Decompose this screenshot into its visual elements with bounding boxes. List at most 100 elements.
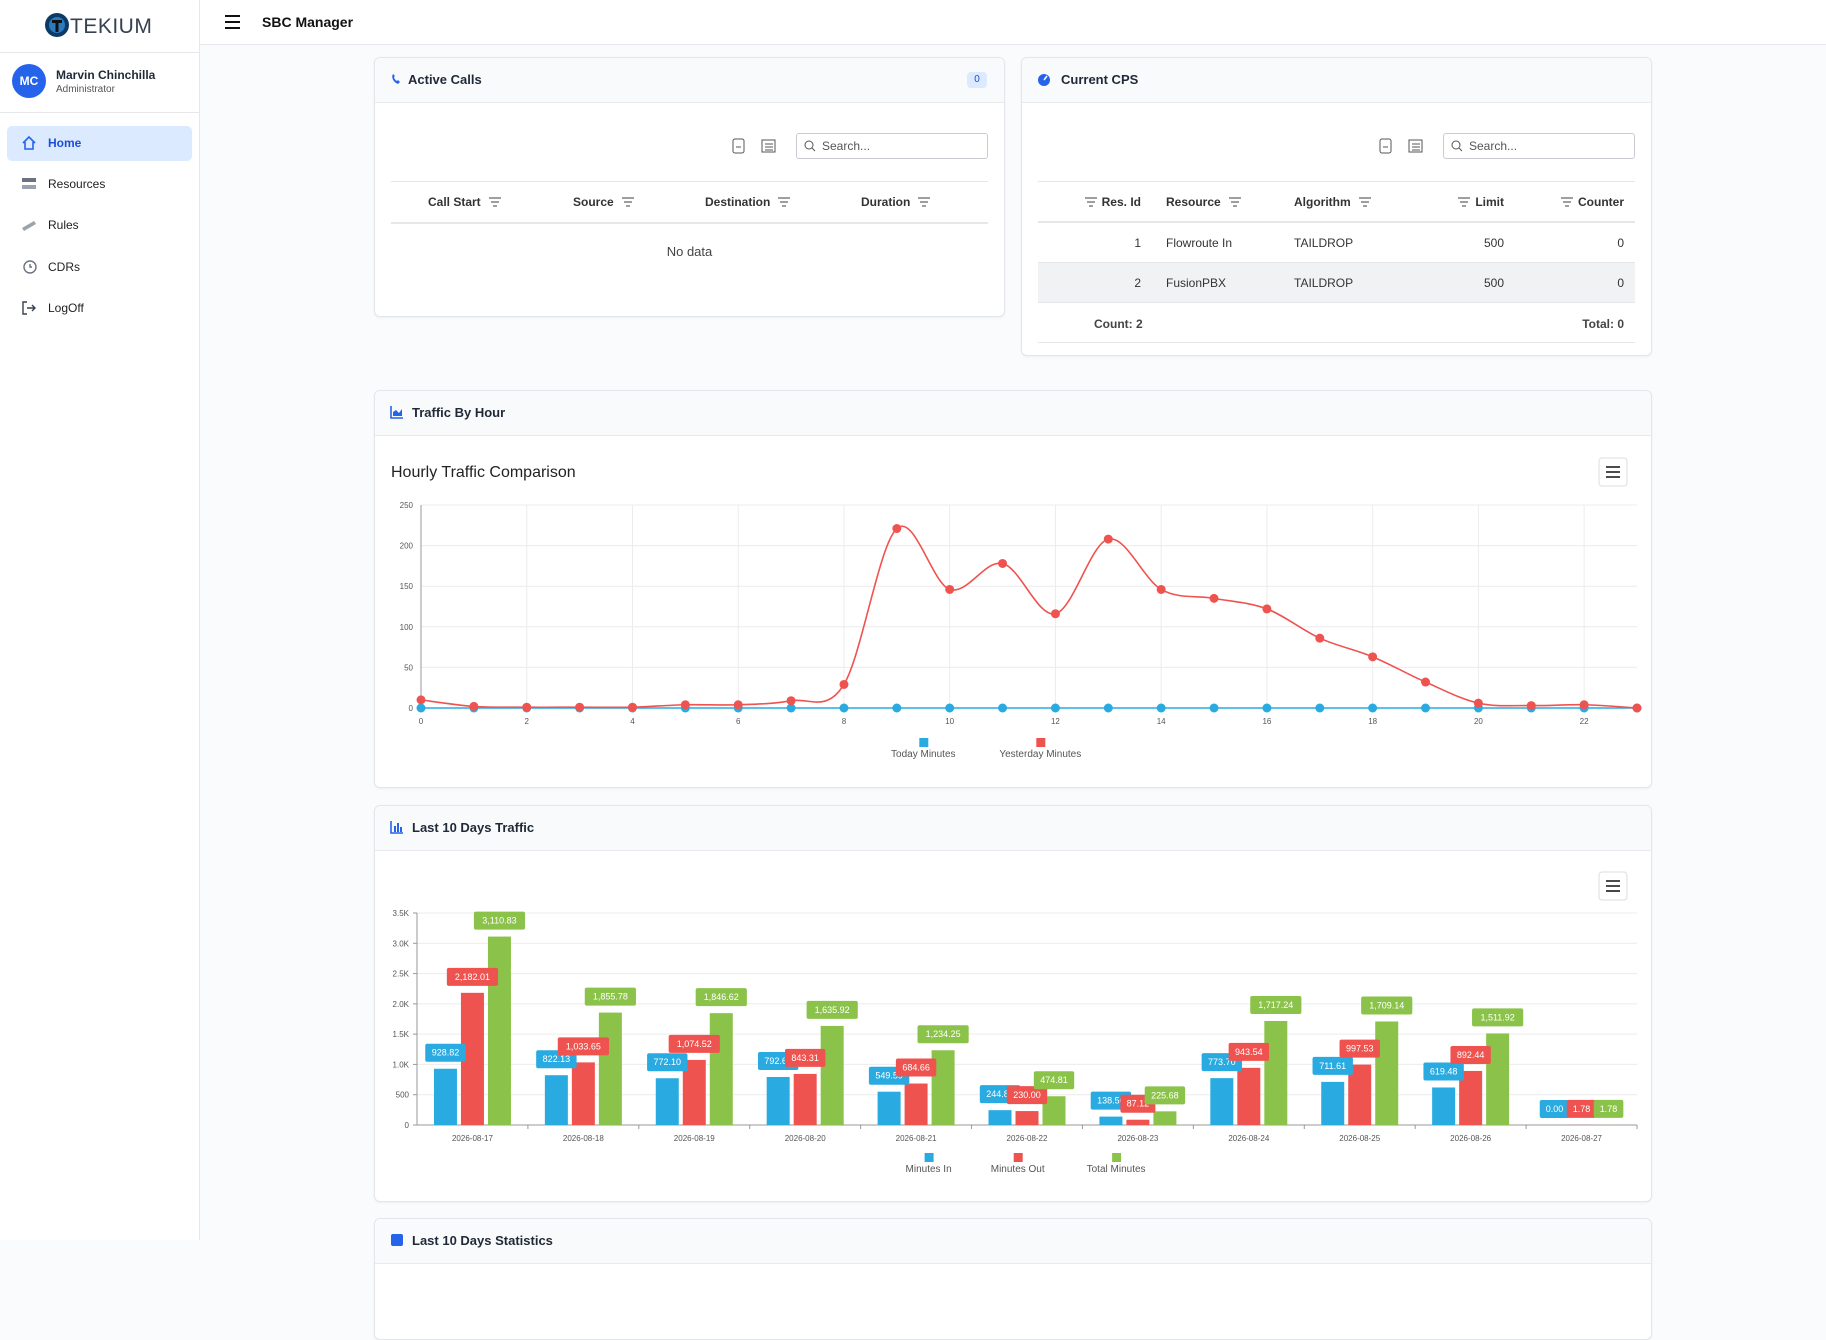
panel-header: Current CPS bbox=[1022, 58, 1651, 103]
value-label: 772.10 bbox=[654, 1057, 682, 1067]
value-label: 1,635.92 bbox=[815, 1005, 850, 1015]
bar bbox=[1237, 1068, 1260, 1125]
data-point bbox=[469, 702, 478, 711]
y-tick-label: 200 bbox=[400, 542, 414, 551]
legend-label[interactable]: Yesterday Minutes bbox=[999, 749, 1081, 760]
legend-label[interactable]: Total Minutes bbox=[1087, 1164, 1146, 1175]
filter-icon[interactable] bbox=[1561, 197, 1573, 207]
filter-icon[interactable] bbox=[1359, 197, 1371, 207]
data-point bbox=[839, 680, 848, 689]
value-label: 230.00 bbox=[1013, 1090, 1041, 1100]
filter-icon[interactable] bbox=[489, 197, 501, 207]
value-label: 225.68 bbox=[1151, 1090, 1179, 1100]
x-tick-label: 2026-08-27 bbox=[1561, 1134, 1602, 1143]
column-header: Algorithm bbox=[1294, 195, 1351, 209]
search-input[interactable]: Search... bbox=[796, 133, 988, 159]
value-label: 0.00 bbox=[1546, 1104, 1564, 1114]
divider bbox=[0, 52, 199, 53]
filter-icon[interactable] bbox=[1085, 197, 1097, 207]
series-line bbox=[421, 526, 1637, 708]
x-tick-label: 20 bbox=[1474, 717, 1483, 726]
export-button[interactable] bbox=[732, 138, 746, 154]
y-tick-label: 0 bbox=[405, 1121, 410, 1130]
nav-label: Resources bbox=[48, 177, 105, 191]
x-tick-label: 2026-08-23 bbox=[1117, 1134, 1158, 1143]
filter-icon[interactable] bbox=[1458, 197, 1470, 207]
y-tick-label: 2.0K bbox=[393, 1000, 410, 1009]
data-point bbox=[1210, 704, 1219, 713]
data-point bbox=[734, 700, 743, 709]
filter-icon[interactable] bbox=[918, 197, 930, 207]
y-tick-label: 1.0K bbox=[393, 1060, 410, 1069]
app-title: SBC Manager bbox=[262, 14, 353, 30]
value-label: 1,709.14 bbox=[1369, 1000, 1404, 1010]
value-label: 928.82 bbox=[432, 1048, 460, 1058]
filter-icon[interactable] bbox=[778, 197, 790, 207]
legend-label[interactable]: Today Minutes bbox=[891, 749, 955, 760]
y-tick-label: 150 bbox=[400, 582, 414, 591]
data-point bbox=[945, 704, 954, 713]
menu-toggle[interactable] bbox=[224, 14, 242, 30]
value-label: 2,182.01 bbox=[455, 972, 490, 982]
nav-resources[interactable]: Resources bbox=[7, 167, 192, 202]
value-label: 1,074.52 bbox=[677, 1039, 712, 1049]
value-label: 711.61 bbox=[1319, 1061, 1346, 1071]
y-tick-label: 3.5K bbox=[393, 909, 410, 918]
table-cell: Flowroute In bbox=[1166, 236, 1232, 250]
nav-rules[interactable]: Rules bbox=[7, 208, 192, 243]
bar bbox=[905, 1084, 928, 1125]
columns-button[interactable] bbox=[761, 138, 777, 154]
value-label: 892.44 bbox=[1457, 1050, 1485, 1060]
x-tick-label: 2026-08-22 bbox=[1007, 1134, 1048, 1143]
panel-title: Current CPS bbox=[1061, 72, 1138, 87]
bar bbox=[821, 1026, 844, 1125]
data-point bbox=[1262, 704, 1271, 713]
table-cell: 500 bbox=[1484, 236, 1504, 250]
column-header: Source bbox=[573, 195, 614, 209]
logo[interactable]: TEKIUM bbox=[44, 12, 154, 40]
value-label: 822.13 bbox=[543, 1054, 571, 1064]
legend-marker bbox=[925, 1153, 934, 1162]
table-cell: 1 bbox=[1134, 236, 1141, 250]
filter-icon[interactable] bbox=[1229, 197, 1241, 207]
value-label: 1.78 bbox=[1573, 1104, 1591, 1114]
value-label: 1.78 bbox=[1600, 1104, 1618, 1114]
filter-icon[interactable] bbox=[622, 197, 634, 207]
value-label: 619.48 bbox=[1430, 1066, 1458, 1076]
bar bbox=[1210, 1078, 1233, 1125]
export-button[interactable] bbox=[1379, 138, 1393, 154]
data-point bbox=[839, 704, 848, 713]
panel-title: Active Calls bbox=[408, 72, 482, 87]
legend-label[interactable]: Minutes In bbox=[906, 1164, 952, 1175]
nav-cdrs[interactable]: CDRs bbox=[7, 250, 192, 285]
nav-home[interactable]: Home bbox=[7, 126, 192, 161]
value-label: 1,234.25 bbox=[926, 1029, 961, 1039]
nav-icon bbox=[21, 300, 37, 316]
data-point bbox=[1527, 701, 1536, 710]
column-header: Limit bbox=[1475, 195, 1504, 209]
columns-button[interactable] bbox=[1408, 138, 1424, 154]
hourly-chart: Hourly Traffic Comparison050100150200250… bbox=[375, 435, 1651, 785]
value-label: 943.54 bbox=[1235, 1047, 1263, 1057]
x-tick-label: 18 bbox=[1368, 717, 1377, 726]
search-input[interactable]: Search... bbox=[1443, 133, 1635, 159]
legend-label[interactable]: Minutes Out bbox=[991, 1164, 1045, 1175]
x-tick-label: 2026-08-25 bbox=[1339, 1134, 1380, 1143]
value-label: 3,110.83 bbox=[482, 916, 516, 926]
bar bbox=[1153, 1111, 1176, 1125]
column-header: Call Start bbox=[428, 195, 481, 209]
user-name: Marvin Chinchilla bbox=[56, 68, 155, 82]
table-cell: 500 bbox=[1484, 276, 1504, 290]
nav-label: LogOff bbox=[48, 301, 84, 315]
x-tick-label: 22 bbox=[1580, 717, 1589, 726]
sidebar: TEKIUM MC Marvin Chinchilla Administrato… bbox=[0, 0, 200, 1240]
column-header: Res. Id bbox=[1102, 195, 1141, 209]
panel-header: Last 10 Days Statistics bbox=[375, 1219, 1651, 1264]
bar bbox=[545, 1075, 568, 1125]
nav-logoff[interactable]: LogOff bbox=[7, 291, 192, 326]
